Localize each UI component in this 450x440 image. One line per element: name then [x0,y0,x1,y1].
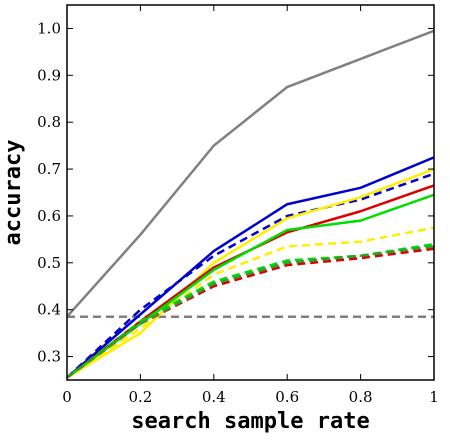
y-tick-label: 0.3 [37,348,61,366]
series-line-7 [66,193,435,379]
series-line-11 [66,245,435,379]
x-axis-ticks: 0 0.2 0.4 0.6 0.8 1 [62,5,439,406]
series-line-5 [66,167,435,379]
x-tick-label: 0.2 [128,388,152,406]
series-line-9 [66,242,435,379]
y-tick-label: 0.8 [37,113,61,131]
x-axis-title: search sample rate [131,409,369,434]
y-tick-label: 0.4 [37,301,61,319]
plot-lines [66,29,435,379]
x-tick-label: 0.4 [202,388,226,406]
y-axis-title: accuracy [1,140,26,246]
y-axis-ticks: 0.3 0.4 0.5 0.6 0.7 0.8 0.9 1.0 [37,19,434,366]
y-tick-label: 1.0 [37,19,61,37]
y-tick-label: 0.6 [37,207,61,225]
x-tick-label: 0.6 [275,388,299,406]
series-line-10 [66,247,435,379]
series-line-1 [66,29,435,318]
series-line-8 [66,226,435,379]
series-line-3 [66,156,435,379]
x-tick-label: 0.8 [349,388,373,406]
series-line-4 [66,172,435,379]
y-tick-label: 0.5 [37,254,61,272]
y-tick-label: 0.9 [37,66,61,84]
x-tick-label: 0 [62,388,72,406]
x-tick-label: 1 [429,388,439,406]
y-tick-label: 0.7 [37,160,61,178]
plot-frame [66,4,435,381]
